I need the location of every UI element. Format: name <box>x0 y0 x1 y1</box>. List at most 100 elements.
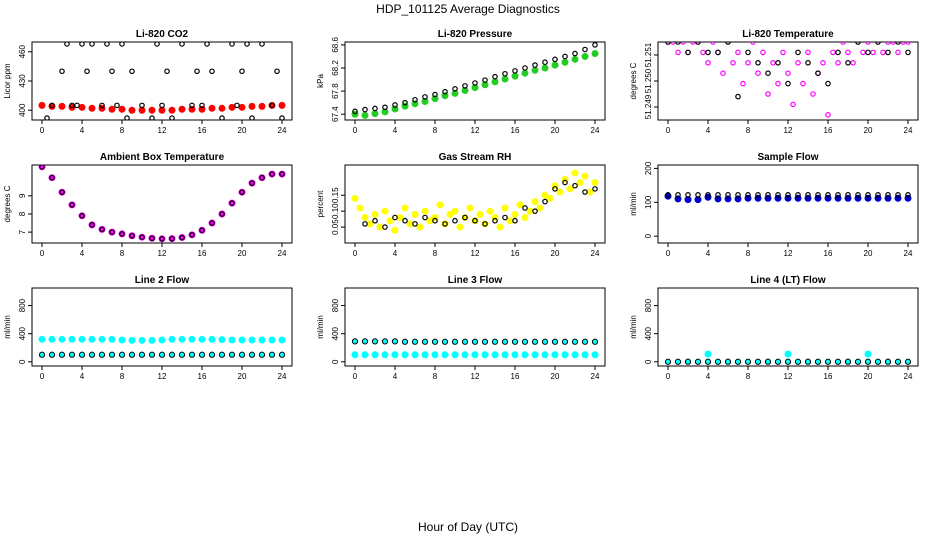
data-point <box>228 351 236 358</box>
data-point <box>406 220 414 228</box>
data-point <box>361 111 369 119</box>
series-filled <box>351 50 599 119</box>
data-point <box>774 358 782 365</box>
data-point <box>58 335 66 343</box>
data-point <box>551 351 559 359</box>
series-filled <box>351 169 599 234</box>
panel-9: Line 4 (LT) Flow ml/min 0 4 8 12 16 20 24 0 400 800 <box>629 275 919 381</box>
data-point <box>905 49 911 56</box>
data-point <box>764 358 772 365</box>
panel-title: Li-820 CO2 <box>136 29 189 40</box>
x-tick-label: 24 <box>591 372 600 381</box>
y-tick-label: 0 <box>331 359 340 364</box>
data-point <box>98 335 106 343</box>
data-point <box>734 358 742 365</box>
data-point <box>864 358 872 365</box>
data-point <box>432 91 438 98</box>
x-tick-label: 20 <box>864 126 873 135</box>
data-point <box>258 102 266 110</box>
data-point <box>885 192 891 198</box>
data-point <box>218 351 226 358</box>
data-point <box>695 192 701 198</box>
data-point <box>735 192 741 198</box>
data-point <box>249 115 255 120</box>
series-open <box>352 42 598 115</box>
data-point <box>531 198 539 206</box>
x-tick-label: 20 <box>238 249 247 258</box>
data-point <box>238 351 246 358</box>
data-point <box>874 358 882 365</box>
data-point <box>795 192 801 198</box>
data-point <box>552 56 558 63</box>
data-point <box>572 182 578 189</box>
data-point <box>371 338 379 345</box>
x-tick-label: 24 <box>591 249 600 258</box>
x-tick-label: 24 <box>904 372 913 381</box>
data-point <box>532 208 538 214</box>
data-point <box>750 42 756 45</box>
data-point <box>591 50 599 58</box>
data-point <box>104 42 110 47</box>
data-point <box>139 234 145 240</box>
data-point <box>372 105 378 112</box>
data-point <box>745 59 751 66</box>
x-tick-label: 12 <box>784 249 793 258</box>
data-point <box>99 226 105 233</box>
x-tick-label: 16 <box>824 372 833 381</box>
data-point <box>825 80 831 87</box>
data-point <box>521 214 529 222</box>
data-point <box>204 42 210 47</box>
data-point <box>208 335 216 343</box>
y-tick-label: 0 <box>18 359 27 364</box>
data-point <box>179 42 185 47</box>
data-point <box>724 195 732 203</box>
x-tick-label: 4 <box>393 249 398 258</box>
data-point <box>208 351 216 358</box>
data-point <box>895 49 901 56</box>
data-point <box>351 338 359 345</box>
data-point <box>44 115 50 120</box>
data-point <box>531 351 539 359</box>
data-point <box>471 338 479 345</box>
data-point <box>258 351 266 358</box>
data-point <box>511 351 519 359</box>
data-point <box>58 351 66 358</box>
data-point <box>421 207 429 215</box>
data-point <box>39 165 45 170</box>
data-point <box>491 338 499 345</box>
data-point <box>481 351 489 359</box>
data-point <box>401 338 409 345</box>
data-point <box>531 338 539 345</box>
data-point <box>188 335 196 343</box>
data-point <box>765 70 771 77</box>
data-point <box>755 59 761 66</box>
data-point <box>442 88 448 95</box>
data-point <box>362 106 368 113</box>
data-point <box>675 42 681 45</box>
data-point <box>361 351 369 359</box>
data-point <box>88 335 96 343</box>
data-point <box>522 205 528 211</box>
y-tick-label: 400 <box>331 326 340 340</box>
data-point <box>581 172 589 180</box>
data-point <box>581 338 589 345</box>
x-tick-label: 8 <box>120 126 125 135</box>
data-point <box>745 192 751 198</box>
data-point <box>684 358 692 365</box>
y-tick-label: 68.2 <box>331 60 340 76</box>
data-point <box>591 338 599 345</box>
data-point <box>198 351 206 358</box>
data-point <box>880 49 886 56</box>
y-tick-label: 400 <box>18 326 27 340</box>
data-point <box>715 49 721 56</box>
data-point <box>694 358 702 365</box>
y-tick-label: 68.6 <box>331 37 340 53</box>
data-point <box>754 358 762 365</box>
y-tick-label: 400 <box>18 103 27 117</box>
y-tick-label: 430 <box>18 74 27 88</box>
data-point <box>88 351 96 358</box>
panel-6: Sample Flow ml/min 0 4 8 12 16 20 24 0 100 200 <box>629 152 919 258</box>
series-upper <box>38 335 286 344</box>
data-point <box>685 192 691 198</box>
data-point <box>865 42 871 45</box>
